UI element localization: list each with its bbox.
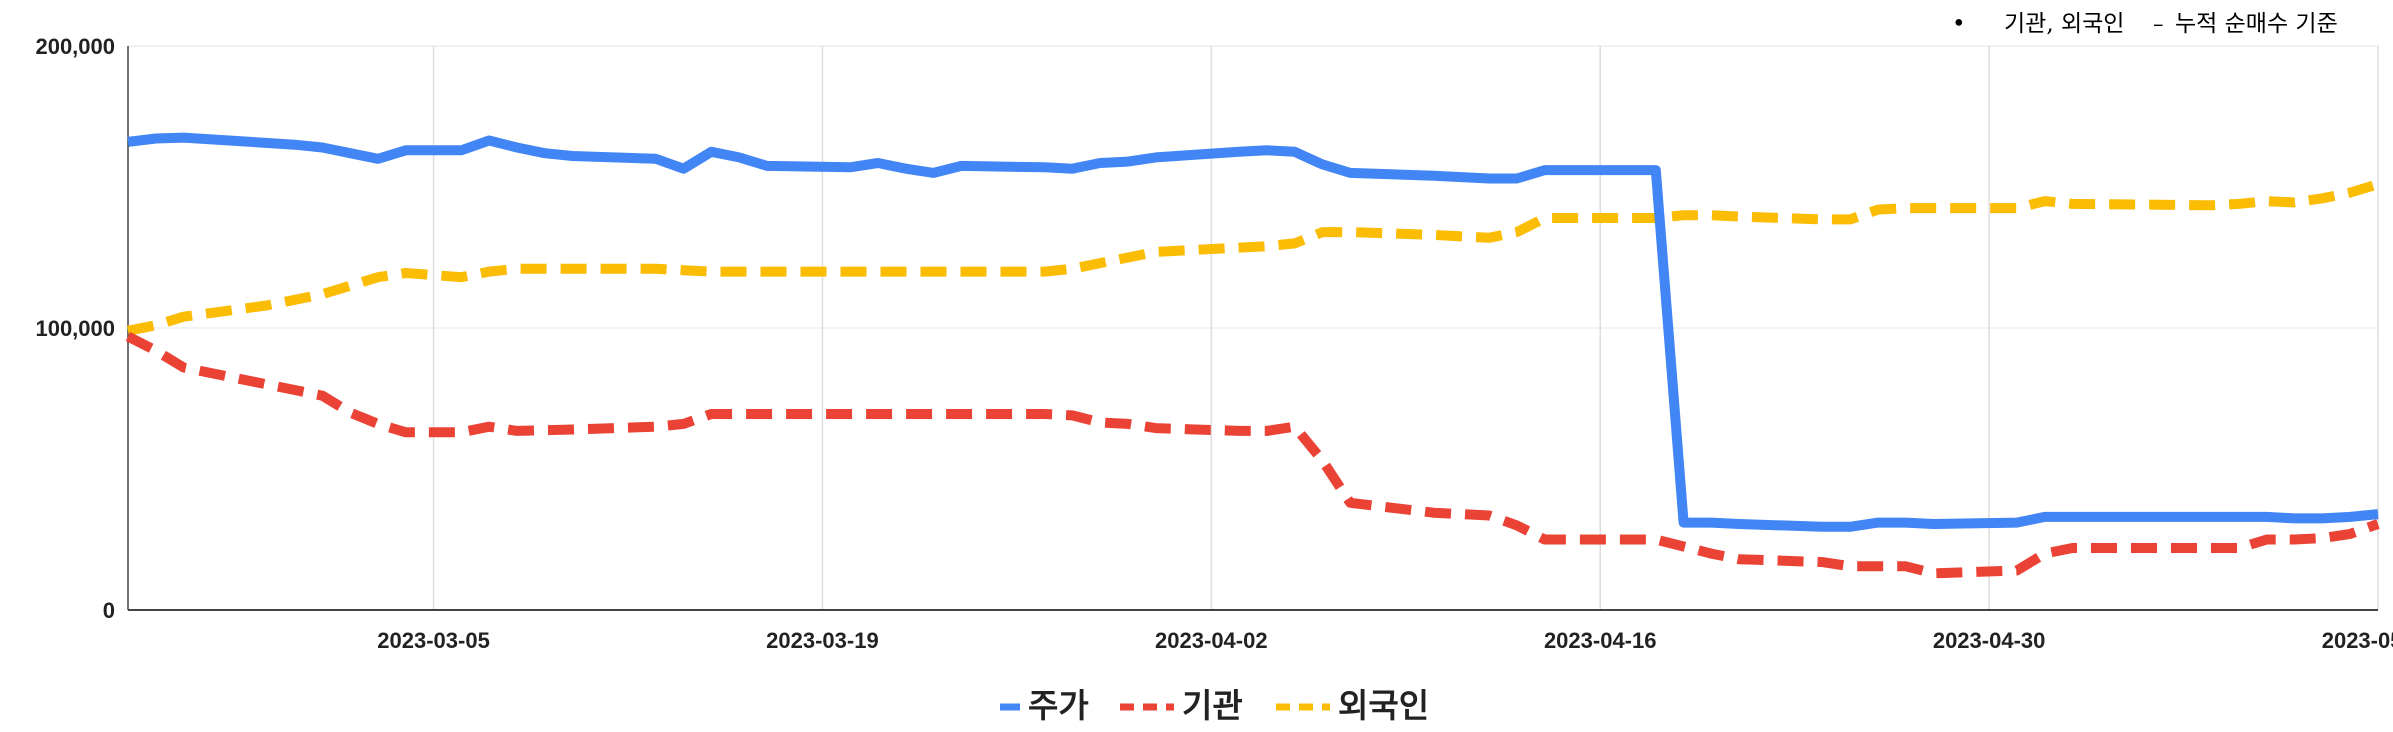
legend-item-institution[interactable]: 기관: [1120, 686, 1243, 725]
legend-item-foreigner[interactable]: 외국인: [1276, 686, 1429, 725]
legend: 주가 기관 외국인: [1000, 686, 1429, 725]
series-line-foreigner: [127, 179, 2380, 336]
tick-labels: 0 100,000 200,000 2023-03-05 2023-03-19 2023-…: [35, 34, 2393, 653]
x-tick-label: 2023-05-14: [2322, 628, 2393, 653]
y-tick-label: 200,000: [35, 34, 115, 59]
series-lines: [125, 132, 2380, 579]
x-tick-label: 2023-04-16: [1544, 628, 1657, 653]
annotation: • 기관, 외국인 – 누적 순매수 기준: [1952, 11, 2338, 37]
x-tick-label: 2023-03-19: [766, 628, 879, 653]
y-tick-label: 100,000: [35, 316, 115, 341]
series-line-institution: [125, 332, 2380, 579]
legend-item-stock-price[interactable]: 주가: [1000, 686, 1089, 725]
annotation-bullet: •: [1952, 11, 1966, 37]
x-tick-label: 2023-04-02: [1155, 628, 1268, 653]
legend-label-stock-price: 주가: [1028, 686, 1089, 725]
annotation-dash: –: [2153, 12, 2164, 36]
annotation-main: 기관, 외국인: [2004, 11, 2124, 37]
series-line-stock-price: [127, 132, 2379, 532]
x-tick-label: 2023-03-05: [377, 628, 490, 653]
legend-label-institution: 기관: [1182, 686, 1243, 725]
x-tick-label: 2023-04-30: [1933, 628, 2046, 653]
legend-label-foreigner: 외국인: [1338, 686, 1429, 725]
annotation-rest: 누적 순매수 기준: [2175, 11, 2338, 37]
gridlines: [128, 45, 2379, 610]
y-tick-label: 0: [103, 598, 115, 623]
